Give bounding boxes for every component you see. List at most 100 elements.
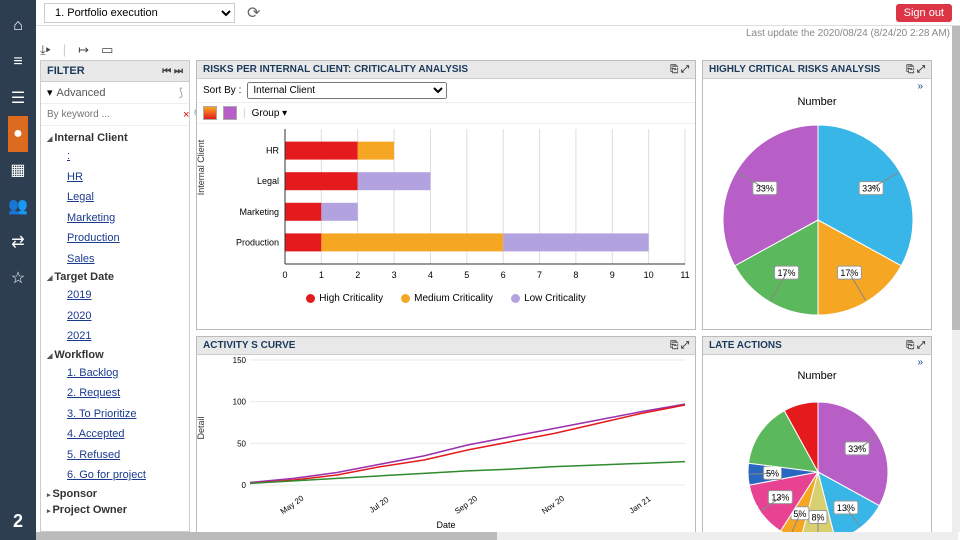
- criticality-title: RISKS PER INTERNAL CLIENT: CRITICALITY A…: [203, 64, 468, 75]
- tree-group[interactable]: Sponsor: [41, 486, 189, 502]
- sortby-label: Sort By :: [203, 85, 241, 96]
- filter-title: FILTER: [47, 65, 85, 77]
- svg-text:17%: 17%: [840, 268, 858, 278]
- scurve-ylabel: Detail: [196, 416, 206, 439]
- svg-text:Marketing: Marketing: [239, 207, 279, 217]
- svg-text:13%: 13%: [837, 503, 855, 513]
- main-content: RISKS PER INTERNAL CLIENT: CRITICALITY A…: [196, 60, 952, 536]
- tree-group[interactable]: Project Owner: [41, 502, 189, 518]
- late-actions-card: LATE ACTIONS ⎘ ⤢ » Number 33%13%8%5%13%5…: [702, 336, 932, 536]
- scurve-xlabel: Date: [197, 520, 695, 530]
- search-input[interactable]: [47, 109, 179, 120]
- svg-text:0: 0: [282, 270, 287, 280]
- sidebar-item-2[interactable]: ☰: [8, 80, 28, 116]
- svg-text:8: 8: [573, 270, 578, 280]
- sidebar-item-3[interactable]: ●: [8, 116, 28, 152]
- svg-text:5%: 5%: [766, 468, 779, 478]
- more-link[interactable]: »: [703, 79, 931, 94]
- tree-group[interactable]: Internal Client: [41, 130, 189, 146]
- card-actions[interactable]: ⎘ ⤢: [670, 340, 689, 351]
- sidebar-item-4[interactable]: ▦: [8, 152, 28, 188]
- clear-icon[interactable]: ×: [183, 109, 189, 121]
- sidebar-item-0[interactable]: ⌂: [8, 8, 28, 44]
- card-actions[interactable]: ⎘ ⤢: [670, 64, 689, 75]
- group-dropdown[interactable]: Group ▾: [252, 108, 288, 119]
- export-icon[interactable]: ⤓▸: [40, 42, 51, 58]
- scrollbar-horizontal[interactable]: [36, 532, 958, 540]
- card-actions[interactable]: ⎘ ⤢: [906, 64, 925, 75]
- device-icon[interactable]: ▭: [101, 42, 113, 58]
- filter-tree: Internal Client:HRLegalMarketingProducti…: [41, 126, 189, 522]
- tree-item[interactable]: HR: [41, 167, 189, 188]
- tree-item[interactable]: 5. Refused: [41, 445, 189, 466]
- expand-icon[interactable]: ↦: [78, 42, 89, 58]
- chart-type-icon[interactable]: [203, 106, 217, 120]
- funnel-icon: ▾: [47, 86, 53, 99]
- sortby-select[interactable]: Internal Client: [247, 82, 447, 99]
- tree-item[interactable]: 6. Go for project: [41, 465, 189, 486]
- divider: |: [63, 42, 66, 58]
- critical-risks-card: HIGHLY CRITICAL RISKS ANALYSIS ⎘ ⤢ » Num…: [702, 60, 932, 330]
- svg-text:7: 7: [537, 270, 542, 280]
- pie1-title: HIGHLY CRITICAL RISKS ANALYSIS: [709, 64, 880, 75]
- svg-text:Jan 21: Jan 21: [628, 494, 653, 515]
- sidebar-item-7[interactable]: ☆: [8, 260, 28, 296]
- svg-text:33%: 33%: [848, 444, 866, 454]
- tree-item[interactable]: 2021: [41, 326, 189, 347]
- svg-text:4: 4: [428, 270, 433, 280]
- filter-header-icons[interactable]: ⏮ ⏭: [162, 66, 183, 77]
- svg-text:3: 3: [392, 270, 397, 280]
- tree-item[interactable]: :: [41, 146, 189, 167]
- tree-item[interactable]: Production: [41, 228, 189, 249]
- tree-item[interactable]: 2019: [41, 285, 189, 306]
- svg-text:11: 11: [680, 270, 689, 280]
- signout-button[interactable]: Sign out: [896, 4, 952, 22]
- svg-text:10: 10: [644, 270, 654, 280]
- last-update-text: Last update the 2020/08/24 (8/24/20 2:28…: [746, 28, 950, 39]
- svg-text:9: 9: [610, 270, 615, 280]
- sidebar-item-1[interactable]: ≡: [8, 44, 28, 80]
- tree-item[interactable]: Marketing: [41, 208, 189, 229]
- scurve-card: ACTIVITY S CURVE ⎘ ⤢ Detail 050100150May…: [196, 336, 696, 536]
- svg-text:May 20: May 20: [279, 493, 306, 515]
- svg-text:33%: 33%: [862, 184, 880, 194]
- svg-text:Nov 20: Nov 20: [540, 494, 566, 515]
- tree-group[interactable]: Target Date: [41, 269, 189, 285]
- card-actions[interactable]: ⎘ ⤢: [906, 340, 925, 351]
- tree-item[interactable]: 3. To Prioritize: [41, 404, 189, 425]
- tree-item[interactable]: 2020: [41, 306, 189, 327]
- advanced-link[interactable]: Advanced: [57, 87, 106, 99]
- tree-item[interactable]: 2. Request: [41, 383, 189, 404]
- tree-item[interactable]: Sales: [41, 249, 189, 270]
- sidebar-bottom-badge: 2: [0, 511, 36, 532]
- topbar: 1. Portfolio execution ⟳ Sign out: [36, 0, 960, 26]
- more-link[interactable]: »: [703, 355, 931, 370]
- sidebar-item-6[interactable]: ⇄: [8, 224, 28, 260]
- advanced-clear-icon[interactable]: ⟆: [179, 86, 183, 99]
- criticality-card: RISKS PER INTERNAL CLIENT: CRITICALITY A…: [196, 60, 696, 330]
- tree-item[interactable]: 1. Backlog: [41, 363, 189, 384]
- pie1-subtitle: Number: [703, 94, 931, 110]
- scurve-title: ACTIVITY S CURVE: [203, 340, 295, 351]
- svg-text:8%: 8%: [811, 513, 824, 523]
- refresh-icon[interactable]: ⟳: [247, 3, 260, 23]
- scrollbar-vertical[interactable]: [952, 26, 960, 532]
- portfolio-dropdown[interactable]: 1. Portfolio execution: [44, 3, 235, 23]
- tree-item[interactable]: 4. Accepted: [41, 424, 189, 445]
- tree-item[interactable]: Legal: [41, 187, 189, 208]
- svg-text:Legal: Legal: [257, 176, 279, 186]
- pie2-title: LATE ACTIONS: [709, 340, 782, 351]
- svg-text:50: 50: [237, 439, 246, 448]
- svg-text:5: 5: [464, 270, 469, 280]
- chart-type-icon-2[interactable]: [223, 106, 237, 120]
- line-chart: 050100150May 20Jul 20Sep 20Nov 20Jan 21: [215, 355, 695, 515]
- svg-text:6: 6: [501, 270, 506, 280]
- sidebar-item-5[interactable]: 👥: [8, 188, 28, 224]
- svg-text:33%: 33%: [756, 184, 774, 194]
- svg-text:150: 150: [233, 356, 247, 365]
- svg-text:Sep 20: Sep 20: [453, 494, 479, 515]
- secondary-toolbar: ⤓▸ | ↦ ▭: [40, 42, 113, 58]
- bar-chart: 01234567891011HRLegalMarketingProduction: [215, 124, 695, 284]
- filter-panel: FILTER ⏮ ⏭ ▾ Advanced ⟆ × 🔍 Internal Cli…: [40, 60, 190, 532]
- tree-group[interactable]: Workflow: [41, 347, 189, 363]
